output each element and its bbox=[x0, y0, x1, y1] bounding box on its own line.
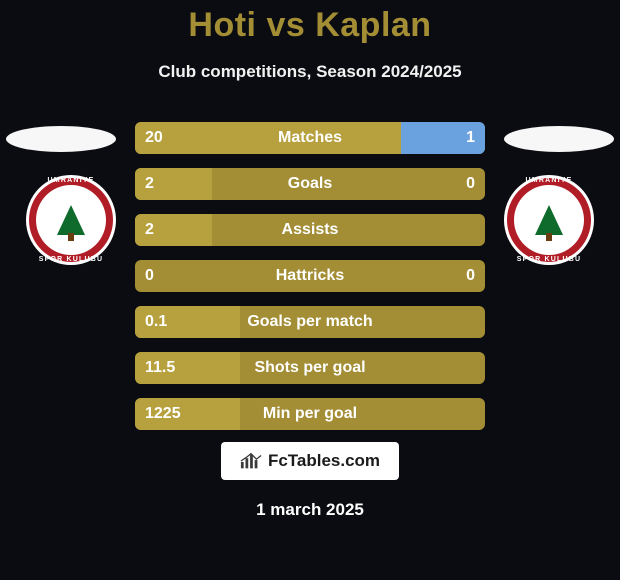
stat-row: 0.1Goals per match bbox=[135, 306, 485, 338]
crest-inner bbox=[36, 185, 106, 255]
stat-row: 0 0Hattricks bbox=[135, 260, 485, 292]
brand-text: FcTables.com bbox=[268, 451, 380, 471]
page-title: Hoti vs Kaplan bbox=[0, 6, 620, 45]
comparison-infographic: Hoti vs Kaplan Club competitions, Season… bbox=[0, 0, 620, 580]
stat-value-left: 2 bbox=[135, 214, 164, 246]
stat-label: Matches bbox=[135, 122, 485, 154]
stat-value-left: 1225 bbox=[135, 398, 191, 430]
crest-inner bbox=[514, 185, 584, 255]
stat-value-left: 0 bbox=[135, 260, 164, 292]
date: 1 march 2025 bbox=[0, 500, 620, 520]
stat-label: Assists bbox=[135, 214, 485, 246]
brand-badge: FcTables.com bbox=[221, 442, 399, 480]
tree-icon bbox=[535, 205, 563, 235]
stat-value-right: 0 bbox=[456, 260, 485, 292]
stat-value-right: 1 bbox=[456, 122, 485, 154]
stat-row: 20 1Matches bbox=[135, 122, 485, 154]
right-club-crest: UMRANIYE SPOR KULUBU bbox=[504, 175, 594, 265]
stat-value-left: 2 bbox=[135, 168, 164, 200]
stat-value-left: 11.5 bbox=[135, 352, 185, 384]
crest-text-top: UMRANIYE bbox=[26, 177, 116, 184]
stat-row: 2Assists bbox=[135, 214, 485, 246]
stat-row: 1225Min per goal bbox=[135, 398, 485, 430]
stat-value-left: 20 bbox=[135, 122, 173, 154]
crest-text-bottom: SPOR KULUBU bbox=[504, 256, 594, 263]
stat-row: 11.5Shots per goal bbox=[135, 352, 485, 384]
stat-value-right: 0 bbox=[456, 168, 485, 200]
stat-label: Goals per match bbox=[135, 306, 485, 338]
stat-row: 2 0Goals bbox=[135, 168, 485, 200]
crest-text-top: UMRANIYE bbox=[504, 177, 594, 184]
stat-bars: 201Matches20Goals2Assists00Hattricks0.1G… bbox=[135, 122, 485, 444]
left-name-oval bbox=[6, 126, 116, 152]
left-club-crest: UMRANIYE SPOR KULUBU bbox=[26, 175, 116, 265]
tree-icon bbox=[57, 205, 85, 235]
stat-label: Hattricks bbox=[135, 260, 485, 292]
stat-label: Shots per goal bbox=[135, 352, 485, 384]
crest-text-bottom: SPOR KULUBU bbox=[26, 256, 116, 263]
subtitle: Club competitions, Season 2024/2025 bbox=[0, 62, 620, 82]
bar-chart-icon bbox=[240, 452, 262, 470]
right-name-oval bbox=[504, 126, 614, 152]
stat-value-left: 0.1 bbox=[135, 306, 177, 338]
stat-label: Goals bbox=[135, 168, 485, 200]
